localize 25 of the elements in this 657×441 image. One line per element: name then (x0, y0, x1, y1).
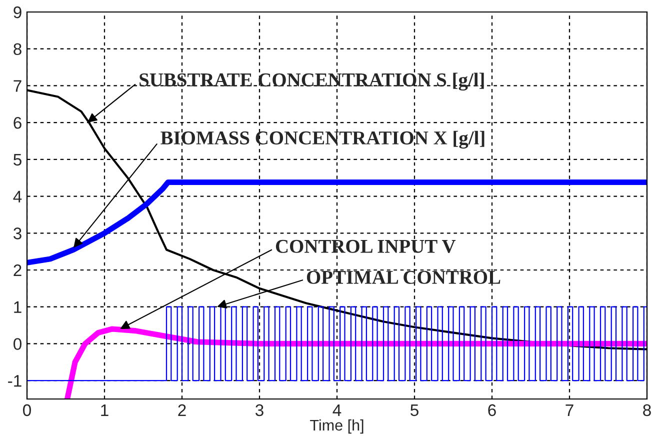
y-tick-label: 0 (14, 338, 22, 350)
x-tick-label: 3 (256, 404, 264, 416)
annotation: CONTROL INPUT V (276, 240, 456, 254)
y-tick-label: -1 (8, 375, 22, 387)
y-tick-label: 5 (14, 154, 22, 166)
y-tick-label: 2 (14, 264, 22, 276)
annotation: BIOMASS CONCENTRATION X [g/l] (160, 130, 484, 149)
x-tick-label: 1 (101, 404, 108, 416)
y-tick-label: 6 (14, 116, 22, 129)
x-tick-label: 5 (410, 404, 418, 416)
x-tick-label: 6 (488, 404, 496, 416)
x-tick-label: 4 (332, 404, 342, 416)
y-tick-label: 7 (14, 80, 22, 92)
y-tick-label: 1 (14, 301, 22, 313)
y-tick-label: 3 (14, 228, 22, 240)
x-tick-label: 8 (643, 404, 651, 416)
y-tick-label: 8 (14, 43, 22, 56)
annotation: OPTIMAL CONTROL (306, 270, 500, 284)
x-axis-title: Time [h] (310, 419, 364, 434)
x-tick-label: 2 (178, 404, 186, 416)
y-tick-label: 4 (13, 190, 22, 202)
x-tick-label: 0 (23, 404, 31, 416)
y-tick-label: 9 (14, 6, 22, 18)
x-tick-label: 7 (566, 404, 574, 416)
annotation: SUBSTRATE CONCENTRATION S [g/l] (140, 72, 484, 91)
